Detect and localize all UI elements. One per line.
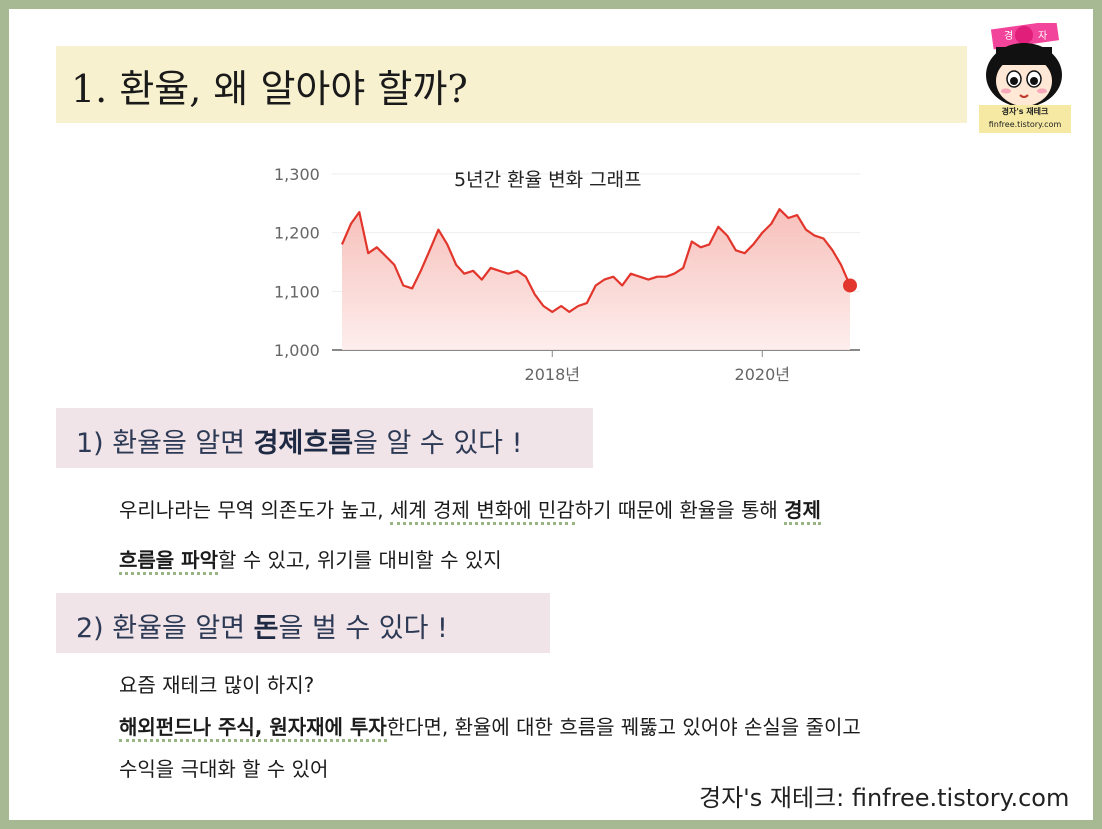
section-2-suffix: 을 벌 수 있다 !	[278, 613, 448, 644]
para-1-underline-e: 흐름을 파악	[119, 548, 218, 575]
logo-character-icon: 경 자	[986, 20, 1062, 107]
chart-title: 5년간 환율 변화 그래프	[454, 169, 642, 191]
section-2-bold: 돈	[253, 613, 279, 644]
para-2-underline-a: 해외펀드나 주식, 원자재에 투자	[119, 715, 387, 742]
section-2-prefix: 2) 환율을 알면	[76, 613, 254, 644]
logo-caption-line1: 경자's 재테크	[1001, 107, 1049, 116]
section-2-heading: 2) 환율을 알면 돈을 벌 수 있다 !	[76, 606, 448, 645]
slide: 1. 환율, 왜 알아야 할까? 경 자 경자's 재테크 finfree.ti…	[9, 9, 1093, 820]
para-1-line-2: 흐름을 파악할 수 있고, 위기를 대비할 수 있지	[119, 544, 502, 575]
section-1-bold: 경제흐름	[253, 428, 354, 459]
para-1-text-f: 할 수 있고, 위기를 대비할 수 있지	[217, 548, 502, 572]
title-box: 1. 환율, 왜 알아야 할까?	[56, 46, 967, 123]
y-tick-label: 1,300	[274, 165, 320, 184]
logo-caption-line2: finfree.tistory.com	[988, 120, 1062, 129]
para-1-underline-d: 경제	[784, 498, 821, 525]
series-line	[340, 208, 852, 313]
footer-credit: 경자's 재테크: finfree.tistory.com	[699, 784, 1070, 812]
last-point-marker	[843, 278, 857, 293]
series-area	[342, 209, 850, 350]
para-2-line-1: 요즘 재테크 많이 하지?	[119, 673, 315, 697]
para-1-underline-a: 세계 경제 변화에 민감	[390, 498, 575, 525]
para-1-text-a: 우리나라는 무역 의존도가 높고,	[119, 498, 390, 522]
x-tick-label: 2020년	[735, 365, 790, 384]
section-2-bar: 2) 환율을 알면 돈을 벌 수 있다 !	[56, 593, 550, 653]
logo-caption: 경자's 재테크 finfree.tistory.com	[979, 105, 1071, 133]
page-title: 1. 환율, 왜 알아야 할까?	[71, 67, 468, 111]
para-2-line-2: 해외펀드나 주식, 원자재에 투자한다면, 환율에 대한 흐름을 꿰뚫고 있어야…	[119, 711, 861, 742]
y-tick-label: 1,100	[274, 282, 320, 301]
chart-svg: 1,300 1,200 1,100 1,000 2018년 2020년	[274, 165, 860, 384]
para-1-line-1: 우리나라는 무역 의존도가 높고, 세계 경제 변화에 민감하기 때문에 환율을…	[119, 494, 821, 525]
x-tick-label: 2018년	[525, 365, 580, 384]
section-1-heading: 1) 환율을 알면 경제흐름을 알 수 있다 !	[76, 421, 522, 460]
logo: 경 자 경자's 재테크 finfree.tistory.com	[974, 20, 1074, 133]
section-1-bar: 1) 환율을 알면 경제흐름을 알 수 있다 !	[56, 408, 593, 468]
section-1-suffix: 을 알 수 있다 !	[353, 428, 523, 459]
para-1-text-c: 하기 때문에 환율을 통해	[574, 498, 785, 522]
logo-badge-right: 자	[1038, 30, 1047, 42]
para-2-line-3: 수익을 극대화 할 수 있어	[119, 757, 329, 781]
para-2-text-b: 한다면, 환율에 대한 흐름을 꿰뚫고 있어야 손실을 줄이고	[386, 715, 861, 739]
logo-badge-left: 경	[1004, 29, 1013, 42]
y-tick-label: 1,200	[274, 224, 320, 243]
section-1-prefix: 1) 환율을 알면	[76, 428, 254, 459]
y-tick-label: 1,000	[274, 341, 320, 360]
exchange-rate-chart: 1,300 1,200 1,100 1,000 2018년 2020년 5년간 환율 변화…	[254, 149, 874, 399]
